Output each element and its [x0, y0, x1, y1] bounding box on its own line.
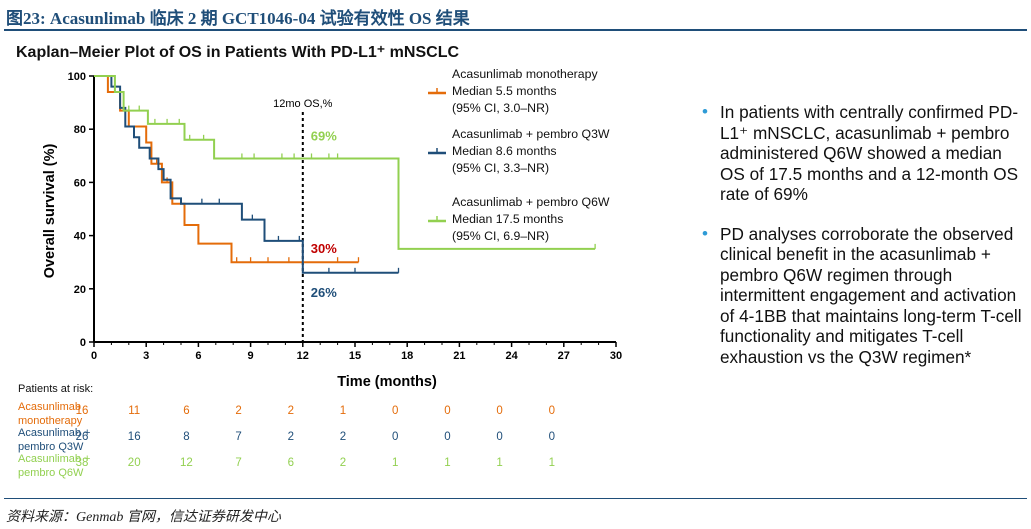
risk-value: 2	[288, 405, 294, 417]
risk-value: 0	[549, 431, 555, 443]
legend-text: (95% CI, 6.9–NR)	[452, 229, 549, 243]
y-tick-label: 0	[80, 337, 86, 349]
risk-value: 0	[496, 405, 502, 417]
x-tick-label: 12	[297, 350, 309, 362]
risk-value: 0	[444, 405, 450, 417]
figure-title: 图23: Acasunlimab 临床 2 期 GCT1046-04 试验有效性…	[6, 9, 470, 28]
y-tick-label: 100	[68, 71, 86, 83]
risk-value: 1	[549, 457, 555, 469]
risk-value: 7	[235, 457, 241, 469]
risk-value: 8	[183, 431, 189, 443]
km-curve-2	[94, 75, 399, 274]
risk-value: 20	[128, 457, 141, 469]
bullet-list: In patients with centrally confirmed PD-…	[702, 102, 1027, 386]
bullet-item: In patients with centrally confirmed PD-…	[702, 102, 1027, 205]
risk-row-label: Acasunlimab	[18, 401, 81, 413]
top-rule	[4, 29, 1027, 31]
risk-value: 1	[340, 405, 346, 417]
legend-text: Median 8.6 months	[452, 144, 557, 158]
risk-value: 2	[340, 431, 346, 443]
risk-value: 2	[340, 457, 346, 469]
legend-text: Median 17.5 months	[452, 212, 563, 226]
risk-value: 0	[496, 431, 502, 443]
risk-row-label: Acasunlimab +	[18, 453, 90, 465]
legend-text: Median 5.5 months	[452, 84, 557, 98]
risk-row-label: pembro Q6W	[18, 467, 84, 479]
os12-label: 26%	[311, 285, 337, 300]
x-tick-label: 30	[610, 350, 622, 362]
os12-label: 69%	[311, 128, 337, 143]
risk-value: 0	[392, 405, 398, 417]
risk-value: 1	[392, 457, 398, 469]
risk-row-label: pembro Q3W	[18, 441, 84, 453]
risk-row-label: monotherapy	[18, 415, 83, 427]
risk-row-label: Acasunlimab +	[18, 427, 90, 439]
risk-value: 1	[444, 457, 450, 469]
y-tick-label: 80	[74, 124, 86, 136]
legend-text: (95% CI, 3.3–NR)	[452, 161, 549, 175]
risk-value: 7	[235, 431, 241, 443]
legend-text: Acasunlimab + pembro Q6W	[452, 195, 610, 209]
x-tick-label: 6	[195, 350, 201, 362]
source-note: 资料来源：Genmab 官网，信达证券研发中心	[6, 510, 281, 525]
x-tick-label: 9	[248, 350, 254, 362]
risk-value: 0	[444, 431, 450, 443]
legend-text: Acasunlimab monotherapy	[452, 67, 598, 81]
risk-value: 16	[128, 431, 141, 443]
km-curve-3	[94, 75, 596, 250]
risk-value: 0	[549, 405, 555, 417]
risk-value: 6	[288, 457, 294, 469]
risk-value: 38	[76, 457, 89, 469]
y-tick-label: 40	[74, 231, 86, 243]
os12-label: 30%	[311, 241, 337, 256]
x-tick-label: 15	[349, 350, 361, 362]
bullet-item: PD analyses corroborate the observed cli…	[702, 224, 1027, 368]
risk-value: 16	[76, 405, 89, 417]
chart-title: Kaplan–Meier Plot of OS in Patients With…	[16, 44, 460, 61]
reference-line-label: 12mo OS,%	[273, 98, 333, 110]
risk-value: 0	[392, 431, 398, 443]
risk-value: 1	[496, 457, 502, 469]
risk-value: 26	[76, 431, 89, 443]
x-tick-label: 21	[453, 350, 465, 362]
risk-value: 12	[180, 457, 193, 469]
x-tick-label: 0	[91, 350, 97, 362]
risk-value: 6	[183, 405, 189, 417]
risk-value: 2	[288, 431, 294, 443]
legend-text: Acasunlimab + pembro Q3W	[452, 127, 610, 141]
bottom-rule	[4, 498, 1027, 499]
risk-value: 2	[235, 405, 241, 417]
y-tick-label: 20	[74, 284, 86, 296]
x-tick-label: 27	[558, 350, 570, 362]
legend-text: (95% CI, 3.0–NR)	[452, 101, 549, 115]
y-tick-label: 60	[74, 177, 86, 189]
x-tick-label: 18	[401, 350, 413, 362]
y-axis-label: Overall survival (%)	[42, 144, 58, 279]
risk-table-header: Patients at risk:	[18, 383, 93, 395]
x-tick-label: 24	[505, 350, 518, 362]
x-tick-label: 3	[143, 350, 149, 362]
x-axis-label: Time (months)	[337, 374, 437, 390]
risk-value: 11	[128, 405, 140, 417]
